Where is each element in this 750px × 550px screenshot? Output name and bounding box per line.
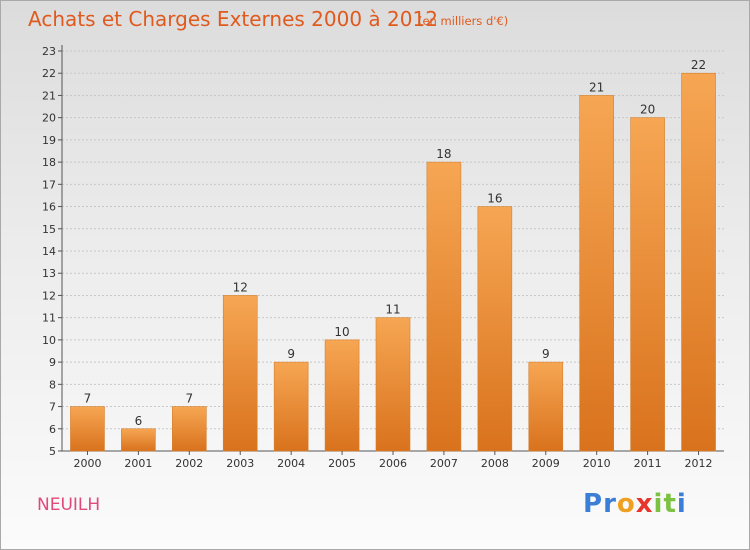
bar <box>630 117 665 452</box>
y-tick-label: 5 <box>49 445 56 458</box>
y-tick-label: 9 <box>49 356 56 369</box>
bar <box>426 161 462 452</box>
logo-letter: t <box>663 489 677 519</box>
data-label: 9 <box>542 347 550 361</box>
x-tick-label: 2001 <box>124 457 152 470</box>
y-tick-label: 15 <box>42 223 56 236</box>
proxiti-logo: Proxiti <box>583 489 687 519</box>
y-tick-label: 6 <box>49 423 56 436</box>
logo-letter: r <box>603 489 617 519</box>
logo-letter: i <box>653 489 664 519</box>
y-tick-label: 16 <box>42 201 56 214</box>
x-tick-label: 2011 <box>634 457 662 470</box>
bar <box>375 317 411 452</box>
y-tick-label: 10 <box>42 334 56 347</box>
y-tick-label: 7 <box>49 401 56 414</box>
bar <box>172 406 207 452</box>
data-label: 22 <box>691 58 706 72</box>
data-label: 21 <box>589 80 604 94</box>
bar <box>273 361 309 452</box>
y-tick-label: 11 <box>42 312 56 325</box>
chart-title: Achats et Charges Externes 2000 à 2012 <box>28 7 438 31</box>
y-tick-label: 22 <box>42 67 56 80</box>
y-tick-label: 18 <box>42 156 56 169</box>
bar <box>324 339 360 452</box>
y-tick-label: 21 <box>42 89 56 102</box>
data-label: 10 <box>334 325 349 339</box>
x-tick-label: 2000 <box>73 457 101 470</box>
y-tick-label: 12 <box>42 289 56 302</box>
x-tick-label: 2006 <box>379 457 407 470</box>
bar <box>121 428 156 452</box>
y-tick-label: 23 <box>42 45 56 58</box>
x-tick-label: 2012 <box>685 457 713 470</box>
bar <box>579 95 614 452</box>
data-label: 7 <box>84 392 92 406</box>
x-tick-label: 2005 <box>328 457 356 470</box>
y-tick-label: 20 <box>42 112 56 125</box>
data-label: 11 <box>385 303 400 317</box>
logo-letter: P <box>583 489 604 519</box>
bar <box>70 406 105 452</box>
y-tick-label: 13 <box>42 267 56 280</box>
chart-unit: (en milliers d'€) <box>418 14 509 28</box>
logo-letter: o <box>616 489 636 519</box>
data-label: 18 <box>436 147 451 161</box>
commune-name: NEUILH <box>37 495 101 515</box>
x-tick-label: 2002 <box>175 457 203 470</box>
bar <box>477 206 513 452</box>
x-tick-label: 2008 <box>481 457 509 470</box>
x-tick-label: 2003 <box>226 457 254 470</box>
logo-letter: x <box>635 489 654 519</box>
data-label: 7 <box>185 392 193 406</box>
data-label: 12 <box>233 280 248 294</box>
data-label: 20 <box>640 103 655 117</box>
x-tick-label: 2010 <box>583 457 611 470</box>
data-label: 9 <box>287 347 295 361</box>
bar <box>222 295 258 452</box>
data-label: 6 <box>135 414 143 428</box>
data-label: 16 <box>487 192 502 206</box>
bar <box>528 361 564 452</box>
x-tick-label: 2007 <box>430 457 458 470</box>
y-tick-label: 17 <box>42 178 56 191</box>
x-tick-label: 2004 <box>277 457 305 470</box>
logo-letter: i <box>676 489 687 519</box>
y-tick-label: 8 <box>49 378 56 391</box>
bar <box>681 72 716 452</box>
y-tick-label: 14 <box>42 245 56 258</box>
x-tick-label: 2009 <box>532 457 560 470</box>
y-tick-label: 19 <box>42 134 56 147</box>
